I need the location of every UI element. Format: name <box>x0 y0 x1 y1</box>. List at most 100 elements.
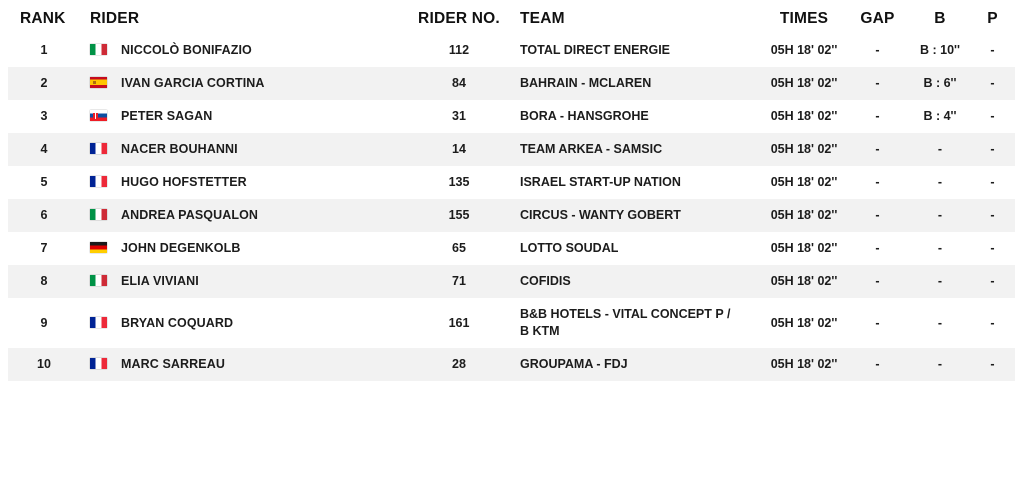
bonus-cell: - <box>937 142 943 156</box>
gap-cell: - <box>875 142 880 156</box>
rider-name: PETER SAGAN <box>121 109 213 123</box>
bonus-cell: - <box>937 175 943 189</box>
table-row: 7 JOHN DEGENKOLB 65 LOTTO SOUDAL 05H 18'… <box>8 232 1015 265</box>
team-cell: TEAM ARKEA - SAMSIC <box>520 142 663 156</box>
penalty-cell: - <box>990 241 995 255</box>
penalty-cell: - <box>990 43 995 57</box>
rider-no-cell: 84 <box>452 76 466 90</box>
gap-cell: - <box>875 274 880 288</box>
rider-no-cell: 71 <box>452 274 466 288</box>
rider-cell: IVAN GARCIA CORTINA <box>80 67 418 100</box>
team-cell: BORA - HANSGROHE <box>520 109 649 123</box>
times-cell: 05H 18' 02'' <box>770 274 838 288</box>
rider-name: IVAN GARCIA CORTINA <box>121 76 265 90</box>
bonus-cell: - <box>937 208 943 222</box>
rider-no-cell: 155 <box>448 208 470 222</box>
rider-name: MARC SARREAU <box>121 357 225 371</box>
team-cell: COFIDIS <box>520 274 571 288</box>
team-cell: LOTTO SOUDAL <box>520 241 619 255</box>
rider-name: HUGO HOFSTETTER <box>121 175 247 189</box>
rank-cell: 1 <box>40 43 48 57</box>
column-header-rider: RIDER <box>90 10 140 27</box>
gap-cell: - <box>875 315 880 330</box>
rider-name: NICCOLÒ BONIFAZIO <box>121 43 252 57</box>
times-cell: 05H 18' 02'' <box>770 43 838 57</box>
rank-cell: 9 <box>40 315 48 330</box>
france-flag-icon <box>90 176 107 187</box>
team-cell: B&B HOTELS - VITAL CONCEPT P / B KTM <box>520 307 731 338</box>
team-cell: ISRAEL START-UP NATION <box>520 175 681 189</box>
rider-cell: ELIA VIVIANI <box>80 265 418 298</box>
bonus-cell: B : 6'' <box>923 76 957 90</box>
gap-cell: - <box>875 208 880 222</box>
rider-cell: NACER BOUHANNI <box>80 133 418 166</box>
bonus-cell: B : 10'' <box>920 43 960 57</box>
france-flag-icon <box>90 358 107 369</box>
italy-flag-icon <box>90 209 107 220</box>
rider-cell: JOHN DEGENKOLB <box>80 232 418 265</box>
slovakia-flag-icon <box>90 110 107 121</box>
column-header-rank: RANK <box>20 10 66 27</box>
times-cell: 05H 18' 02'' <box>770 109 838 123</box>
rank-cell: 10 <box>37 357 51 371</box>
italy-flag-icon <box>90 44 107 55</box>
spain-flag-icon <box>90 77 107 88</box>
team-cell: GROUPAMA - FDJ <box>520 357 628 371</box>
rank-cell: 7 <box>40 241 48 255</box>
penalty-cell: - <box>990 142 995 156</box>
bonus-cell: B : 4'' <box>923 109 957 123</box>
penalty-cell: - <box>990 109 995 123</box>
penalty-cell: - <box>990 315 995 330</box>
bonus-cell: - <box>937 274 943 288</box>
rank-cell: 2 <box>40 76 48 90</box>
penalty-cell: - <box>990 76 995 90</box>
results-tbody: 1 NICCOLÒ BONIFAZIO 112 TOTAL DIRECT ENE… <box>8 34 1015 381</box>
gap-cell: - <box>875 76 880 90</box>
rider-no-cell: 14 <box>452 142 466 156</box>
results-table: RANK RIDER RIDER NO. TEAM TIMES GAP B P … <box>8 0 1015 381</box>
times-cell: 05H 18' 02'' <box>770 76 838 90</box>
france-flag-icon <box>90 143 107 154</box>
rider-no-cell: 161 <box>448 315 470 330</box>
table-row: 3 PETER SAGAN 31 BORA - HANSGROHE 05H 18… <box>8 100 1015 133</box>
bonus-cell: - <box>937 241 943 255</box>
times-cell: 05H 18' 02'' <box>770 315 838 330</box>
team-cell: BAHRAIN - MCLAREN <box>520 76 652 90</box>
table-row: 9 BRYAN COQUARD 161 B&B HOTELS - VITAL C… <box>8 298 1015 348</box>
column-header-gap: GAP <box>860 10 895 27</box>
rank-cell: 5 <box>40 175 48 189</box>
times-cell: 05H 18' 02'' <box>770 142 838 156</box>
times-cell: 05H 18' 02'' <box>770 175 838 189</box>
table-row: 2 IVAN GARCIA CORTINA 84 BAHRAIN - MCLAR… <box>8 67 1015 100</box>
team-cell: TOTAL DIRECT ENERGIE <box>520 43 671 57</box>
column-header-rider-no: RIDER NO. <box>418 10 500 27</box>
gap-cell: - <box>875 109 880 123</box>
bonus-cell: - <box>937 315 943 330</box>
rider-cell: NICCOLÒ BONIFAZIO <box>80 34 418 67</box>
penalty-cell: - <box>990 357 995 371</box>
results-table-header: RANK RIDER RIDER NO. TEAM TIMES GAP B P <box>8 0 1015 34</box>
rank-cell: 6 <box>40 208 48 222</box>
gap-cell: - <box>875 43 880 57</box>
race-results-panel: RANK RIDER RIDER NO. TEAM TIMES GAP B P … <box>8 0 1015 381</box>
times-cell: 05H 18' 02'' <box>770 208 838 222</box>
table-row: 4 NACER BOUHANNI 14 TEAM ARKEA - SAMSIC … <box>8 133 1015 166</box>
penalty-cell: - <box>990 175 995 189</box>
gap-cell: - <box>875 357 880 371</box>
rider-no-cell: 31 <box>452 109 466 123</box>
penalty-cell: - <box>990 274 995 288</box>
column-header-bonus: B <box>934 10 946 27</box>
rider-name: ANDREA PASQUALON <box>121 208 259 222</box>
times-cell: 05H 18' 02'' <box>770 357 838 371</box>
france-flag-icon <box>90 316 107 328</box>
rider-no-cell: 28 <box>452 357 466 371</box>
italy-flag-icon <box>90 275 107 286</box>
rider-name: JOHN DEGENKOLB <box>121 241 241 255</box>
rider-name: BRYAN COQUARD <box>121 315 234 330</box>
table-row: 5 HUGO HOFSTETTER 135 ISRAEL START-UP NA… <box>8 166 1015 199</box>
rider-cell: ANDREA PASQUALON <box>80 199 418 232</box>
table-row: 1 NICCOLÒ BONIFAZIO 112 TOTAL DIRECT ENE… <box>8 34 1015 67</box>
rider-name: NACER BOUHANNI <box>121 142 238 156</box>
column-header-team: TEAM <box>520 10 565 27</box>
rider-name: ELIA VIVIANI <box>121 274 199 288</box>
